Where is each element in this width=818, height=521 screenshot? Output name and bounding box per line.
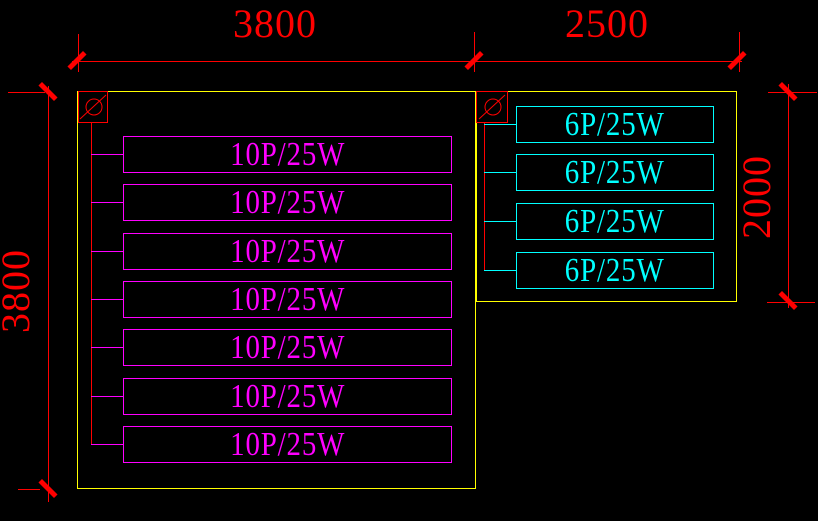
fixture-box[interactable]: 6P/25W (516, 203, 714, 240)
switch-symbol-left[interactable] (78, 91, 108, 123)
branch-wire (91, 396, 123, 397)
fixture-box[interactable]: 10P/25W (123, 136, 452, 173)
branch-wire (91, 444, 123, 445)
fixture-box[interactable]: 10P/25W (123, 233, 452, 270)
branch-wire (91, 202, 123, 203)
branch-wire (484, 124, 516, 125)
feeder-wire-left (91, 123, 92, 444)
dimension-label-left: 3800 (0, 249, 38, 333)
branch-wire (484, 221, 516, 222)
dimension-label-top-left: 3800 (233, 1, 317, 46)
branch-wire (91, 251, 123, 252)
fixture-box[interactable]: 6P/25W (516, 106, 714, 143)
fixture-label: 6P/25W (565, 202, 665, 240)
fixture-box[interactable]: 10P/25W (123, 329, 452, 366)
fixture-box[interactable]: 10P/25W (123, 281, 452, 318)
fixture-label: 10P/25W (229, 135, 346, 173)
extension-line (78, 34, 79, 72)
fixture-label: 6P/25W (565, 105, 665, 143)
fixture-label: 10P/25W (229, 328, 346, 366)
dimension-line (48, 86, 49, 502)
extension-line (474, 32, 475, 72)
extension-line (739, 32, 740, 72)
room-right-outline (476, 91, 737, 302)
dimension-label-right: 2000 (734, 155, 779, 239)
branch-wire (484, 270, 516, 271)
branch-wire (484, 172, 516, 173)
fixture-box[interactable]: 6P/25W (516, 154, 714, 191)
dimension-line (72, 61, 742, 62)
fixture-label: 6P/25W (565, 251, 665, 289)
circle-slash-icon (79, 94, 107, 120)
branch-wire (91, 154, 123, 155)
fixture-box[interactable]: 10P/25W (123, 378, 452, 415)
fixture-label: 10P/25W (229, 425, 346, 463)
feeder-wire-right (484, 123, 485, 271)
fixture-label: 6P/25W (565, 153, 665, 191)
extension-line (18, 489, 40, 490)
circle-slash-icon (478, 94, 506, 120)
fixture-label: 10P/25W (229, 183, 346, 221)
fixture-label: 10P/25W (229, 232, 346, 270)
dimension-label-top-right: 2500 (565, 1, 649, 46)
fixture-box[interactable]: 10P/25W (123, 426, 452, 463)
switch-symbol-right[interactable] (476, 91, 508, 123)
fixture-box[interactable]: 6P/25W (516, 252, 714, 289)
room-left-outline (77, 91, 476, 489)
fixture-label: 10P/25W (229, 377, 346, 415)
fixture-label: 10P/25W (229, 280, 346, 318)
fixture-box[interactable]: 10P/25W (123, 184, 452, 221)
branch-wire (91, 347, 123, 348)
dimension-line (788, 84, 789, 308)
branch-wire (91, 299, 123, 300)
extension-line (8, 92, 45, 93)
